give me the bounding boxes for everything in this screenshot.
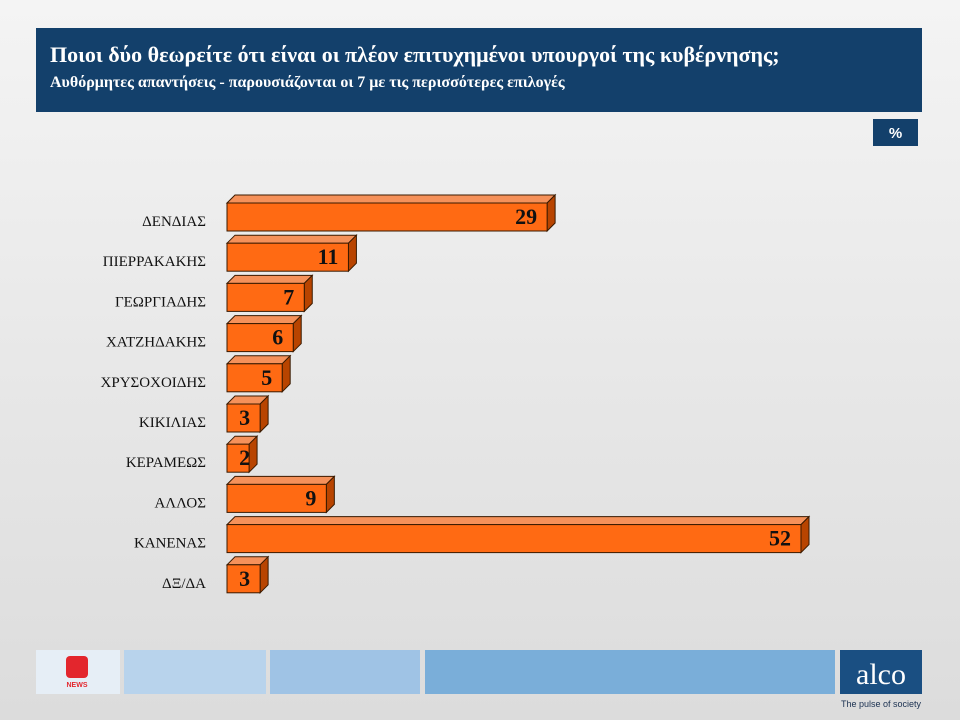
- category-label: ΧΡΥΣΟΧΟΙΔΗΣ: [101, 375, 206, 391]
- bar: [226, 564, 261, 594]
- category-label: ΧΑΤΖΗΔΑΚΗΣ: [106, 335, 206, 351]
- category-label: ΔΞ/ΔΑ: [162, 576, 206, 592]
- value-label: 3: [239, 405, 250, 430]
- category-label: ΚΕΡΑΜΕΩΣ: [126, 455, 206, 471]
- value-label: 11: [318, 244, 339, 269]
- footer-panel: [270, 650, 420, 694]
- value-label: 2: [239, 445, 250, 470]
- news-icon: [66, 656, 88, 678]
- bar-top: [225, 315, 303, 325]
- brand-tagline: The pulse of society: [841, 699, 922, 709]
- bar: [226, 524, 802, 554]
- bar: [226, 242, 349, 272]
- bar-top: [225, 516, 811, 526]
- header: [36, 28, 922, 112]
- value-label: 5: [261, 365, 272, 390]
- bar: [226, 202, 548, 232]
- value-label: 7: [283, 284, 294, 309]
- bar-top: [225, 234, 358, 244]
- chart-title: Ποιοι δύο θεωρείτε ότι είναι οι πλέον επ…: [50, 42, 780, 67]
- bar: [226, 403, 261, 433]
- bar: [226, 282, 305, 312]
- category-label: ΠΙΕΡΡΑΚΑΚΗΣ: [103, 254, 206, 270]
- value-label: 3: [239, 566, 250, 591]
- category-label: ΓΕΩΡΓΙΑΔΗΣ: [115, 294, 206, 310]
- category-label: ΔΕΝΔΙΑΣ: [142, 214, 206, 230]
- value-label: 29: [515, 204, 537, 229]
- unit-box: [873, 119, 918, 146]
- bar: [226, 483, 327, 513]
- category-label: ΚΑΝΕΝΑΣ: [134, 536, 206, 552]
- brand-logo: alco: [856, 658, 906, 691]
- news-logo: NEWS: [67, 682, 88, 689]
- brand-box: [840, 650, 922, 694]
- value-label: 9: [305, 485, 316, 510]
- bar-top: [225, 355, 292, 365]
- unit-label: %: [889, 125, 902, 142]
- footer-panel: [425, 650, 835, 694]
- value-label: 52: [769, 526, 791, 551]
- bar-top: [225, 475, 336, 485]
- bar: [226, 363, 283, 393]
- footer-panel: [124, 650, 266, 694]
- bar: [226, 323, 294, 353]
- category-label: ΚΙΚΙΛΙΑΣ: [139, 415, 206, 431]
- chart-subtitle: Αυθόρμητες απαντήσεις - παρουσιάζονται ο…: [50, 74, 565, 91]
- bar-top: [225, 274, 314, 284]
- bar: [226, 443, 250, 473]
- footer: NEWS alco The pulse of society: [36, 650, 922, 709]
- value-label: 6: [272, 325, 283, 350]
- category-label: ΑΛΛΟΣ: [154, 495, 206, 511]
- bar-top: [225, 194, 557, 204]
